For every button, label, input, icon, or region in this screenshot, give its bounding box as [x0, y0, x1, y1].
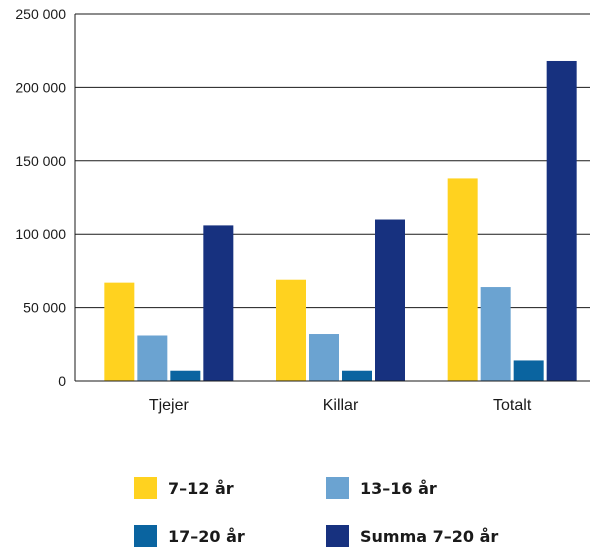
legend-label-17-20: 17–20 år [168, 526, 245, 546]
y-tick-label: 50 000 [23, 300, 66, 316]
legend-item-summa-7-20: Summa 7–20 år [326, 522, 498, 549]
bar [276, 279, 306, 381]
legend-label-7-12: 7–12 år [168, 478, 234, 498]
y-tick-label: 150 000 [15, 153, 66, 169]
legend-swatch-summa-7-20 [326, 525, 349, 547]
bar [513, 360, 544, 381]
legend-label-summa-7-20: Summa 7–20 år [360, 526, 499, 546]
bar [375, 219, 405, 381]
bar [546, 60, 577, 381]
y-tick-label: 0 [58, 373, 66, 389]
bar [170, 370, 201, 381]
y-tick-label: 250 000 [15, 6, 66, 22]
y-tick-label: 200 000 [15, 79, 66, 95]
legend-item-7-12: 7–12 år [134, 474, 234, 502]
legend-item-17-20: 17–20 år [134, 522, 245, 549]
x-category-label: Killar [323, 397, 359, 414]
bar [447, 178, 478, 381]
x-axis-category-labels: Tjejer Killar Totalt [149, 397, 532, 414]
legend-swatch-7-12 [134, 477, 157, 499]
bar-chart: 0 50 000 100 000 150 000 200 000 250 000 Tjej… [15, 6, 590, 414]
legend-swatch-13-16 [326, 477, 349, 499]
legend-item-13-16: 13–16 år [326, 474, 437, 502]
bar [480, 287, 511, 381]
x-category-label: Tjejer [149, 397, 190, 414]
bar [104, 282, 135, 381]
bar [342, 370, 372, 381]
bar [309, 334, 339, 381]
gridlines [75, 13, 590, 309]
y-axis-tick-labels: 0 50 000 100 000 150 000 200 000 250 000 [15, 6, 66, 389]
legend-label-13-16: 13–16 år [360, 478, 437, 498]
x-category-label: Totalt [493, 397, 532, 414]
bar [203, 225, 234, 381]
y-tick-label: 100 000 [15, 226, 66, 242]
legend-swatch-17-20 [134, 525, 157, 547]
bar [137, 335, 168, 381]
bars [104, 60, 577, 381]
